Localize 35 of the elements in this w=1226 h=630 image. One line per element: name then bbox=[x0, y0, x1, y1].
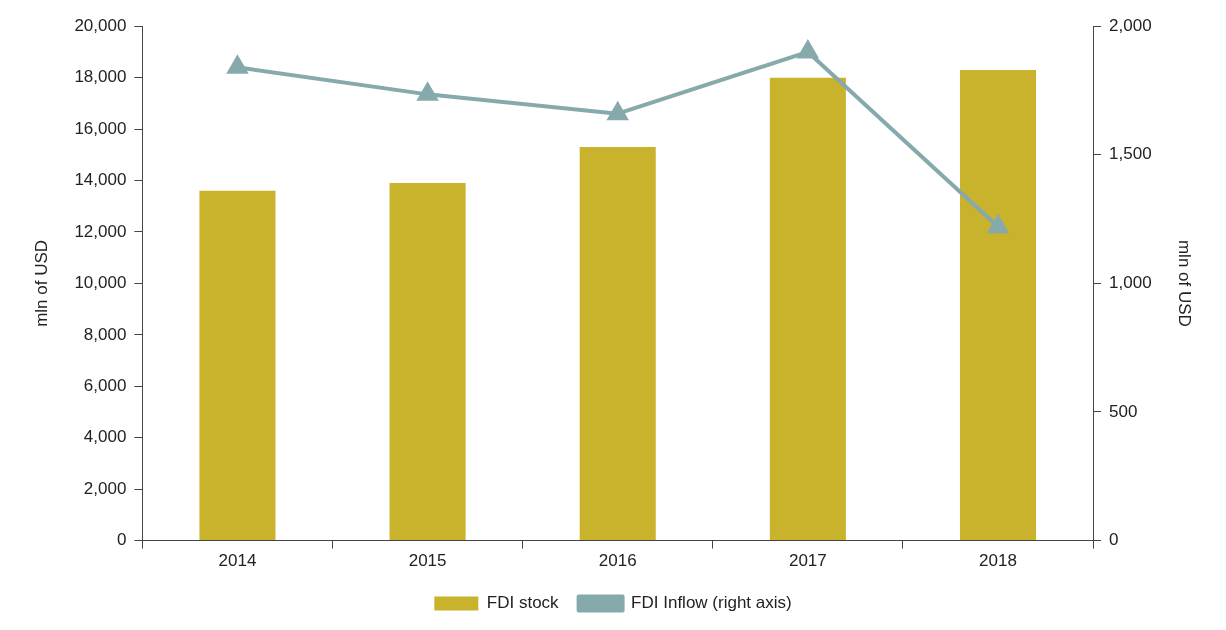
y2-tick-label: 1,500 bbox=[1109, 144, 1152, 164]
y2-axis-title: mln of USD bbox=[1175, 239, 1195, 327]
legend-label: FDI stock bbox=[486, 593, 560, 613]
legend-label: FDI Inflow (right axis) bbox=[631, 593, 792, 613]
y-tick-label: 18,000 bbox=[74, 67, 127, 87]
y2-tick-label: 1,000 bbox=[1109, 273, 1152, 293]
y-tick-label: 8,000 bbox=[83, 324, 127, 344]
x-tick-label: 2017 bbox=[788, 551, 827, 571]
y-tick-label: 20,000 bbox=[74, 15, 127, 35]
y-tick-label: 6,000 bbox=[83, 375, 127, 395]
x-tick-label: 2015 bbox=[408, 551, 447, 571]
y-tick-label: 10,000 bbox=[74, 273, 127, 293]
y-tick-label: 14,000 bbox=[74, 170, 127, 190]
point bbox=[227, 56, 248, 74]
x-tick-label: 2014 bbox=[218, 551, 257, 571]
bar bbox=[579, 147, 656, 541]
x-tick-label: 2016 bbox=[598, 551, 637, 571]
y-tick-label: 12,000 bbox=[74, 221, 127, 241]
point bbox=[798, 40, 818, 59]
point bbox=[988, 215, 1008, 234]
y-tick-label: 4,000 bbox=[83, 427, 127, 447]
bar bbox=[389, 183, 466, 541]
y-tick-label: 2,000 bbox=[83, 478, 127, 498]
y-axis-title: mln of USD bbox=[31, 239, 51, 327]
bar bbox=[769, 77, 846, 541]
y2-tick-label: 500 bbox=[1109, 401, 1138, 421]
bar bbox=[199, 190, 276, 541]
x-tick-label: 2018 bbox=[979, 551, 1017, 571]
bar bbox=[959, 69, 1037, 541]
point bbox=[607, 102, 628, 121]
y2-tick-label: 2,000 bbox=[1109, 15, 1152, 35]
y2-tick-label: 0 bbox=[1109, 530, 1119, 550]
y-tick-label: 16,000 bbox=[74, 118, 127, 138]
point bbox=[417, 83, 438, 101]
y-tick-label: 0 bbox=[116, 530, 127, 550]
